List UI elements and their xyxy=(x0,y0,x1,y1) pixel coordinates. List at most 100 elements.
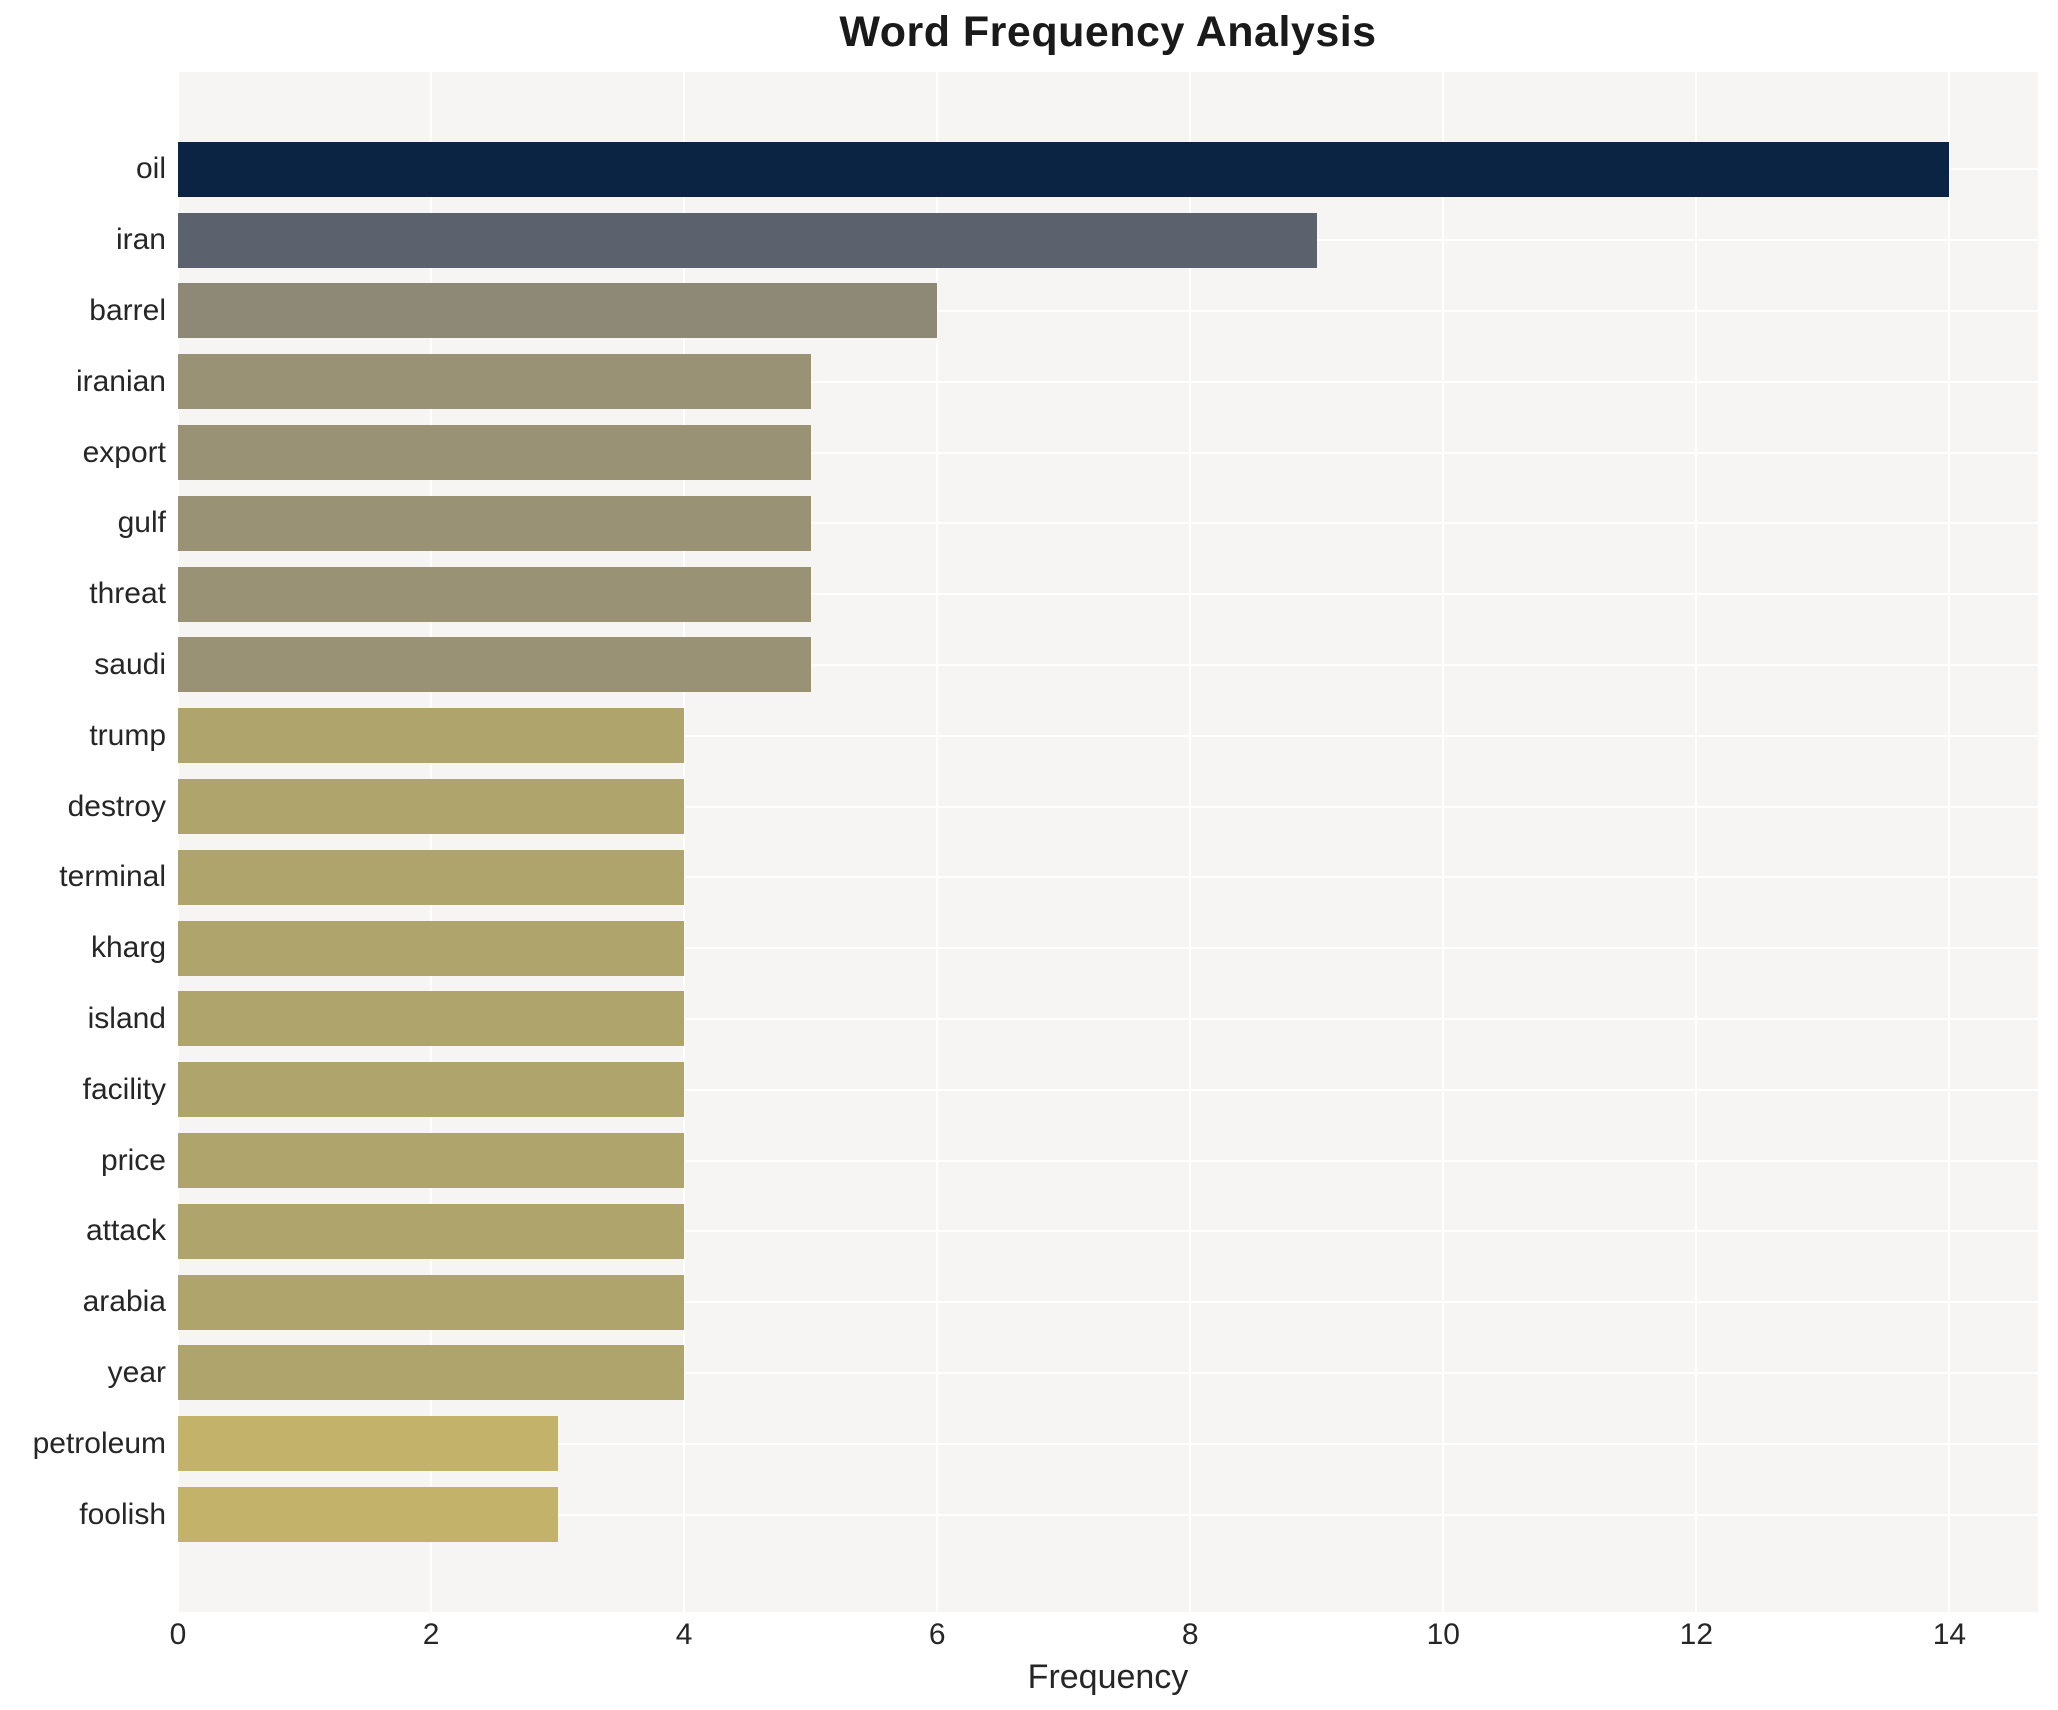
bar-attack xyxy=(178,1203,685,1259)
y-gridline xyxy=(178,876,2038,879)
chart-row: export xyxy=(0,417,2038,488)
y-tick-label: export xyxy=(82,435,166,469)
bar-track xyxy=(178,1054,2038,1125)
bar-track xyxy=(178,1479,2038,1550)
x-tick-label: 12 xyxy=(1679,1618,1714,1651)
chart-row: iranian xyxy=(0,346,2038,417)
y-tick-label: iran xyxy=(115,223,166,257)
y-gridline xyxy=(178,522,2038,525)
chart-row: island xyxy=(0,984,2038,1055)
chart-row: attack xyxy=(0,1196,2038,1267)
y-gridline xyxy=(178,380,2038,383)
x-tick-label: 0 xyxy=(169,1618,187,1651)
x-tick-label: 2 xyxy=(422,1618,440,1651)
chart-row: iran xyxy=(0,205,2038,276)
y-tick-label: saudi xyxy=(94,647,166,681)
chart-row: price xyxy=(0,1125,2038,1196)
bar-track xyxy=(178,1125,2038,1196)
y-tick-label: attack xyxy=(85,1214,166,1248)
x-tick-label: 14 xyxy=(1932,1618,1967,1651)
chart-row: barrel xyxy=(0,276,2038,347)
bar-trump xyxy=(178,708,685,764)
bar-oil xyxy=(178,141,1950,197)
y-gridline xyxy=(178,1159,2038,1162)
x-tick-label: 8 xyxy=(1181,1618,1199,1651)
y-tick-label: threat xyxy=(89,577,166,611)
x-gridline xyxy=(683,72,686,1612)
y-gridline xyxy=(178,1018,2038,1020)
x-gridline xyxy=(177,72,179,1612)
y-tick-label: trump xyxy=(89,718,166,752)
bar-barrel xyxy=(178,283,938,339)
x-gridline xyxy=(430,72,433,1612)
bar-saudi xyxy=(178,637,811,693)
y-gridline xyxy=(178,1372,2038,1374)
bar-track xyxy=(178,1196,2038,1267)
y-gridline xyxy=(178,664,2038,666)
y-tick-label: island xyxy=(87,1001,166,1035)
y-gridline xyxy=(178,451,2038,454)
bar-track xyxy=(178,488,2038,559)
y-tick-label: arabia xyxy=(82,1285,166,1319)
y-gridline xyxy=(178,947,2038,950)
x-axis-label: Frequency xyxy=(1027,1658,1189,1696)
chart-row: oil xyxy=(0,134,2038,205)
chart-row: terminal xyxy=(0,842,2038,913)
bar-terminal xyxy=(178,849,685,905)
y-gridline xyxy=(178,593,2038,596)
bar-gulf xyxy=(178,495,811,551)
chart-row: year xyxy=(0,1338,2038,1409)
x-gridline xyxy=(936,72,939,1612)
y-gridline xyxy=(178,1513,2038,1516)
y-tick-label: facility xyxy=(82,1072,166,1106)
y-tick-label: destroy xyxy=(67,789,166,823)
bar-kharg xyxy=(178,920,685,976)
bar-track xyxy=(178,1267,2038,1338)
chart-row: kharg xyxy=(0,913,2038,984)
bar-petroleum xyxy=(178,1416,558,1472)
x-gridline xyxy=(1189,72,1192,1612)
bar-track xyxy=(178,984,2038,1055)
chart-row: arabia xyxy=(0,1267,2038,1338)
y-tick-label: oil xyxy=(135,152,166,186)
y-tick-label: gulf xyxy=(117,506,166,540)
bar-track xyxy=(178,913,2038,984)
x-gridline xyxy=(1695,72,1698,1612)
x-axis: 0 2 4 6 8 10 12 14 xyxy=(0,1618,2058,1658)
bar-track xyxy=(178,1408,2038,1479)
bar-track xyxy=(178,559,2038,630)
bar-track xyxy=(178,700,2038,771)
y-tick-label: iranian xyxy=(75,364,166,398)
bar-track xyxy=(178,134,2038,205)
chart-row: threat xyxy=(0,559,2038,630)
y-tick-label: barrel xyxy=(89,293,166,327)
bar-track xyxy=(178,205,2038,276)
bar-track xyxy=(178,771,2038,842)
bar-destroy xyxy=(178,779,685,835)
bar-track xyxy=(178,417,2038,488)
y-tick-label: year xyxy=(107,1355,166,1389)
y-gridline xyxy=(178,1442,2038,1445)
x-tick-label: 10 xyxy=(1426,1618,1460,1651)
x-gridline xyxy=(1442,72,1445,1612)
y-gridline xyxy=(178,310,2038,312)
bar-foolish xyxy=(178,1487,558,1543)
bar-arabia xyxy=(178,1274,685,1330)
chart-row: saudi xyxy=(0,630,2038,701)
y-gridline xyxy=(178,1301,2038,1304)
bar-iran xyxy=(178,212,1317,268)
y-tick-label: price xyxy=(100,1143,166,1177)
bar-threat xyxy=(178,566,811,622)
y-tick-label: petroleum xyxy=(32,1426,166,1460)
y-tick-label: foolish xyxy=(79,1497,166,1531)
bar-track xyxy=(178,346,2038,417)
chart-row: trump xyxy=(0,700,2038,771)
y-gridline xyxy=(178,1230,2038,1233)
bar-track xyxy=(178,842,2038,913)
chart-row: foolish xyxy=(0,1479,2038,1550)
bar-track xyxy=(178,1338,2038,1409)
bar-year xyxy=(178,1345,685,1401)
chart-row: petroleum xyxy=(0,1408,2038,1479)
bar-track xyxy=(178,630,2038,701)
